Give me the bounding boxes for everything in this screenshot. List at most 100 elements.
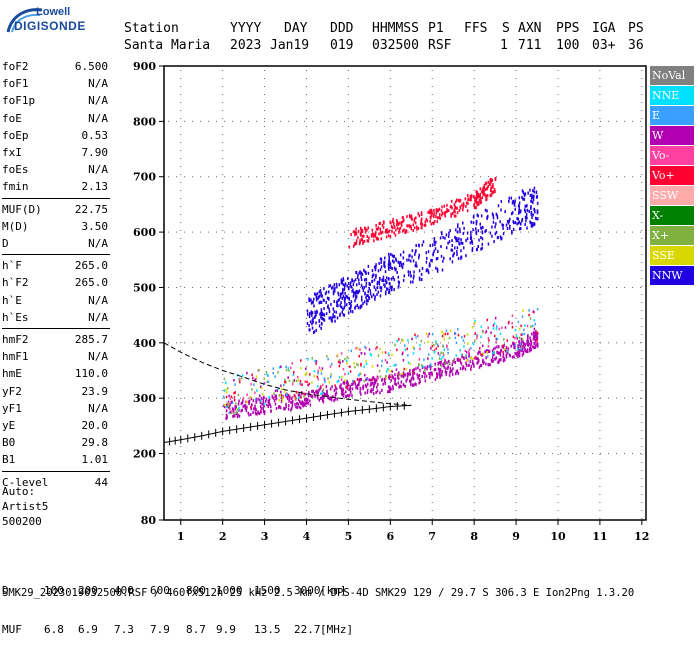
trace-point-mixed bbox=[239, 377, 241, 381]
grid-dot bbox=[296, 286, 297, 288]
trace-point-vo bbox=[405, 230, 408, 234]
trace-point-nnw bbox=[342, 287, 344, 291]
grid-dot bbox=[488, 286, 489, 288]
grid-dot bbox=[488, 176, 489, 178]
grid-dot bbox=[256, 453, 257, 455]
grid-dot bbox=[296, 120, 297, 122]
grid-dot bbox=[232, 176, 233, 178]
grid-dot bbox=[347, 86, 349, 87]
grid-dot bbox=[557, 342, 559, 343]
grid-dot bbox=[176, 397, 177, 399]
grid-dot bbox=[347, 382, 349, 383]
grid-dot bbox=[180, 102, 182, 103]
trace-point-w bbox=[241, 401, 244, 405]
trace-point-vo bbox=[398, 221, 401, 225]
grid-dot bbox=[222, 406, 224, 407]
header-label-8: AXN bbox=[518, 21, 542, 36]
trace-point-w bbox=[375, 385, 378, 389]
grid-dot bbox=[520, 231, 521, 233]
trace-point-vo bbox=[415, 225, 418, 229]
grid-dot bbox=[557, 190, 559, 191]
trace-point-nnw bbox=[409, 259, 412, 263]
trace-point-mixed bbox=[396, 348, 398, 352]
trace-point-mixed bbox=[518, 340, 520, 344]
grid-dot bbox=[431, 486, 433, 487]
trace-point-vo bbox=[394, 233, 397, 237]
trace-point-vo bbox=[361, 238, 364, 242]
trace-point-w bbox=[331, 385, 333, 389]
trace-point-nnw bbox=[332, 285, 334, 289]
grid-dot bbox=[180, 462, 182, 463]
grid-dot bbox=[240, 453, 241, 455]
grid-dot bbox=[557, 230, 559, 231]
trace-point-nnw bbox=[387, 277, 390, 281]
trace-point-nnw bbox=[355, 270, 357, 274]
trace-point-w bbox=[255, 408, 257, 412]
grid-dot bbox=[432, 120, 433, 122]
grid-dot bbox=[376, 397, 377, 399]
grid-dot bbox=[328, 120, 329, 122]
trace-point-nnw bbox=[523, 193, 526, 197]
trace-point-vo bbox=[475, 200, 478, 204]
trace-point-nnw bbox=[530, 210, 533, 214]
grid-dot bbox=[306, 158, 308, 159]
grid-dot bbox=[473, 502, 475, 503]
trace-point-nnw bbox=[447, 234, 450, 238]
trace-point-mixed bbox=[431, 332, 434, 336]
trace-point-mixed bbox=[231, 410, 233, 413]
trace-point-nnw bbox=[471, 249, 474, 253]
grid-dot bbox=[222, 78, 224, 79]
trace-point-vo bbox=[366, 239, 369, 243]
grid-dot bbox=[440, 453, 441, 455]
x-tick-label: 8 bbox=[470, 530, 478, 543]
trace-point-mixed bbox=[230, 400, 233, 404]
grid-dot bbox=[472, 397, 473, 399]
trace-point-mixed bbox=[250, 382, 252, 386]
trace-point-mixed bbox=[520, 333, 522, 336]
trace-point-vo bbox=[352, 244, 355, 248]
grid-dot bbox=[431, 302, 433, 303]
trace-point-nnw bbox=[522, 197, 524, 201]
trace-point-mixed bbox=[363, 379, 365, 383]
grid-dot bbox=[473, 238, 475, 239]
grid-dot bbox=[557, 382, 559, 383]
trace-point-w bbox=[355, 386, 357, 390]
trace-point-nnw bbox=[328, 284, 330, 288]
grid-dot bbox=[222, 462, 224, 463]
trace-point-nnw bbox=[372, 273, 375, 277]
y-tick-label: 900 bbox=[133, 60, 156, 73]
trace-point-mixed bbox=[442, 351, 444, 355]
trace-point-mixed bbox=[472, 342, 475, 346]
grid-dot bbox=[347, 430, 349, 431]
trace-point-nnw bbox=[537, 217, 539, 221]
grid-dot bbox=[208, 397, 209, 399]
trace-point-vo bbox=[413, 226, 416, 230]
trace-point-nnw bbox=[447, 241, 449, 245]
distance-value: 100 bbox=[44, 584, 64, 597]
trace-point-nnw bbox=[334, 319, 336, 323]
header-value-0: Santa Maria bbox=[124, 38, 211, 53]
trace-point-mixed bbox=[378, 369, 381, 373]
trace-point-vo bbox=[473, 203, 475, 207]
trace-point-nnw bbox=[378, 261, 380, 265]
trace-point-w bbox=[376, 389, 379, 393]
grid-dot bbox=[200, 286, 201, 288]
grid-dot bbox=[557, 478, 559, 479]
trace-point-nnw bbox=[506, 219, 509, 223]
trace-point-nnw bbox=[395, 267, 397, 271]
trace-point-w bbox=[329, 387, 332, 391]
trace-point-w bbox=[526, 343, 529, 347]
grid-dot bbox=[347, 358, 349, 359]
grid-dot bbox=[296, 397, 297, 399]
grid-dot bbox=[641, 422, 643, 423]
trace-point-mixed bbox=[492, 327, 495, 330]
grid-dot bbox=[416, 286, 417, 288]
trace-point-w bbox=[520, 342, 522, 346]
trace-point-nnw bbox=[530, 221, 532, 225]
grid-dot bbox=[641, 390, 643, 391]
trace-point-w bbox=[415, 367, 417, 371]
grid-dot bbox=[488, 120, 489, 122]
grid-dot bbox=[347, 270, 349, 271]
trace-point-mixed bbox=[283, 383, 285, 387]
grid-dot bbox=[431, 230, 433, 231]
